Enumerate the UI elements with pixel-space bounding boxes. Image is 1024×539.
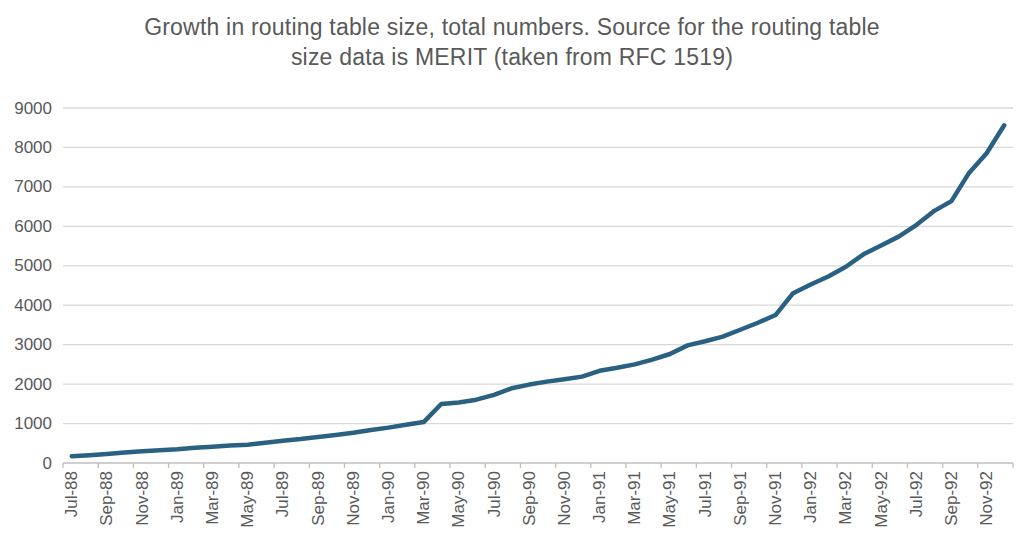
x-tick-label: Nov-90 [555,471,574,526]
x-tick-label: Mar-92 [836,471,855,525]
x-tick-label: Sep-92 [942,471,961,526]
x-tick-label: Sep-91 [731,471,750,526]
x-tick-label: Nov-92 [977,471,996,526]
x-tick-label: Jul-91 [696,471,715,517]
y-tick-label: 8000 [14,138,52,157]
y-tick-label: 6000 [14,217,52,236]
x-tick-label: May-90 [449,471,468,528]
x-tick-label: Jan-89 [168,471,187,523]
y-tick-label: 2000 [14,375,52,394]
y-tick-label: 9000 [14,99,52,118]
x-tick-label: May-92 [872,471,891,528]
x-tick-label: Jan-91 [590,471,609,523]
x-tick-label: Nov-91 [766,471,785,526]
x-tick-label: Sep-90 [520,471,539,526]
x-tick-label: Sep-89 [309,471,328,526]
y-tick-label: 7000 [14,177,52,196]
y-tick-label: 3000 [14,335,52,354]
y-tick-label: 5000 [14,256,52,275]
x-tick-label: Mar-90 [414,471,433,525]
x-tick-label: Jul-88 [62,471,81,517]
data-line [72,125,1004,456]
chart-container: Growth in routing table size, total numb… [0,0,1024,539]
y-tick-label: 4000 [14,296,52,315]
x-tick-label: Jan-90 [379,471,398,523]
x-tick-label: Jul-92 [907,471,926,517]
line-chart: 0 1000 2000 3000 4000 5000 6000 7000 8000 9000 Jul… [0,0,1024,539]
x-tick-label: Nov-88 [133,471,152,526]
y-tick-label: 1000 [14,414,52,433]
x-tick-label: Mar-89 [203,471,222,525]
y-tick-label: 0 [43,454,52,473]
x-tick-label: Mar-91 [625,471,644,525]
x-tick-label: Jul-89 [273,471,292,517]
x-tick-label: May-91 [660,471,679,528]
x-tick-label: Nov-89 [344,471,363,526]
x-tick-label: May-89 [238,471,257,528]
x-tick-label: Jan-92 [801,471,820,523]
x-tick-label: Jul-90 [485,471,504,517]
x-tick-label: Sep-88 [97,471,116,526]
